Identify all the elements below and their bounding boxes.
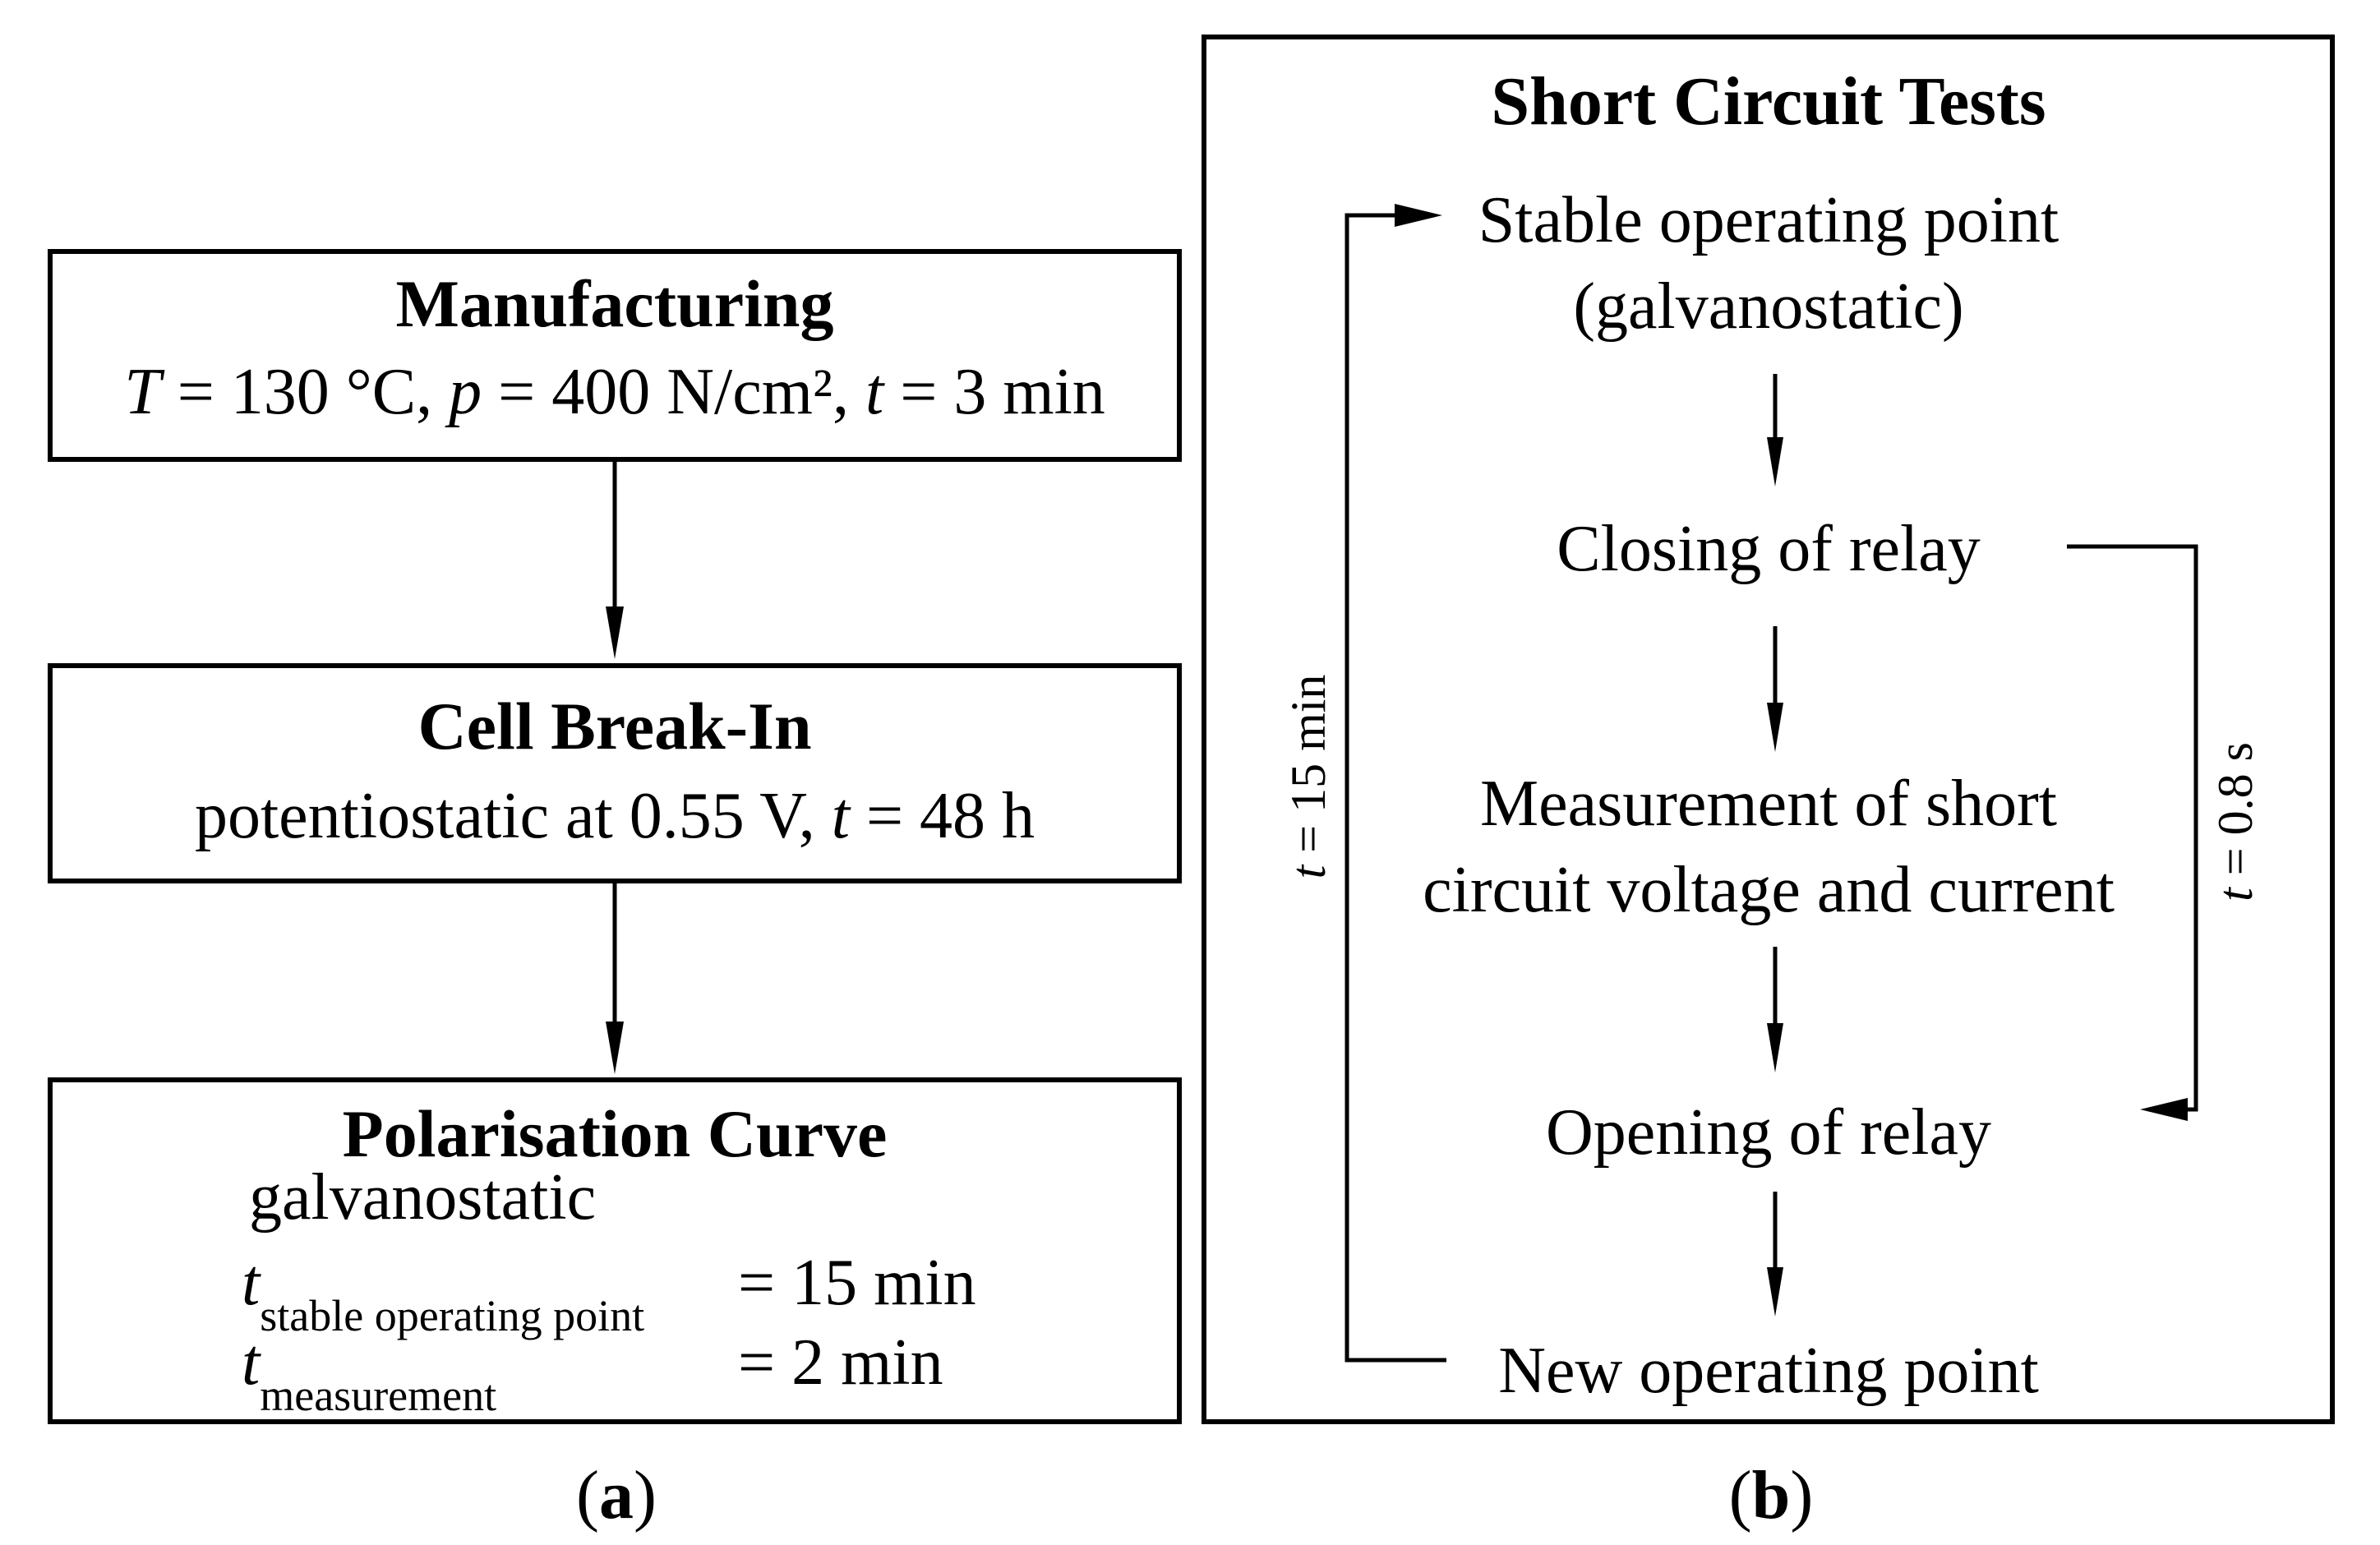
var-t: t (242, 1326, 261, 1399)
feedback-loop-left-line (1345, 213, 1446, 1363)
node-stable-operating-point-line2: (galvanostatic) (1573, 270, 1964, 343)
arrowhead-measurement-to-opening (1767, 1023, 1783, 1072)
node-stable-operating-point-line1: Stable operating point (1478, 184, 2059, 256)
value-temperature: = 130 °C, (160, 356, 450, 428)
value-15-min: = 15 min (1281, 674, 1335, 865)
polarisation-title: Polarisation Curve (342, 1096, 888, 1171)
t-measurement-row: tmeasurement = 2 min (242, 1326, 1146, 1418)
subscript-measurement: measurement (260, 1371, 497, 1420)
arrowhead-opening-to-new (1767, 1267, 1783, 1317)
cell-break-in-parameters: potentiostatic at 0.55 V, t = 48 h (53, 783, 1177, 849)
var-t: t (1281, 865, 1335, 879)
subscript-stable-operating-point: stable operating point (260, 1291, 645, 1340)
value-t-measurement: = 2 min (738, 1326, 943, 1399)
arrowhead-stable-to-closing (1767, 437, 1783, 487)
feedback-loop-right-line (2067, 544, 2198, 1112)
cell-break-in-title: Cell Break-In (417, 689, 812, 763)
loop-label-t-0-8-s: t = 0.8 s (2208, 742, 2262, 902)
var-t: t (242, 1247, 261, 1319)
caption-a-open-paren: ( (576, 1457, 599, 1533)
var-t: t (865, 356, 884, 428)
manufacturing-box: Manufacturing T = 130 °C, p = 400 N/cm²,… (48, 249, 1182, 462)
var-T: T (124, 356, 161, 428)
feedback-loop-left-arrowhead (1395, 204, 1442, 227)
t-stable-operating-point-row: tstable operating point = 15 min (242, 1247, 1146, 1338)
caption-a-letter: a (599, 1457, 634, 1533)
short-circuit-tests-panel-border (1202, 35, 2335, 1424)
caption-b-open-paren: ( (1728, 1457, 1752, 1533)
var-p: p (449, 356, 482, 428)
arrowhead-manufacturing-to-breakin (606, 606, 624, 659)
node-new-operating-point: New operating point (1498, 1335, 2039, 1407)
var-t: t (2208, 888, 2262, 902)
value-0-8-s: = 0.8 s (2208, 742, 2262, 888)
loop-label-t-15-min: t = 15 min (1281, 674, 1335, 879)
caption-b-letter: b (1751, 1457, 1791, 1533)
feedback-loop-right-arrowhead (2140, 1098, 2188, 1121)
node-measurement-line2: circuit voltage and current (1423, 854, 2115, 926)
node-measurement-line1: Measurement of short (1479, 768, 2058, 840)
value-pressure: = 400 N/cm², (482, 356, 865, 428)
arrowhead-closing-to-measurement (1767, 703, 1783, 752)
arrowhead-breakin-to-polarisation (606, 1022, 624, 1074)
var-t: t (831, 780, 850, 852)
polarisation-curve-box: Polarisation Curve galvanostatic tstable… (48, 1077, 1182, 1424)
node-opening-of-relay: Opening of relay (1545, 1096, 1992, 1169)
node-closing-of-relay: Closing of relay (1557, 513, 1981, 585)
value-t-stable: = 15 min (738, 1247, 976, 1319)
caption-panel-b: (b) (1729, 1461, 1814, 1530)
short-circuit-tests-title: Short Circuit Tests (1491, 63, 2046, 140)
polarisation-mode: galvanostatic (249, 1161, 597, 1234)
cell-break-in-box: Cell Break-In potentiostatic at 0.55 V, … (48, 663, 1182, 883)
caption-a-close-paren: ) (634, 1457, 657, 1533)
caption-b-close-paren: ) (1790, 1457, 1814, 1533)
manufacturing-title: Manufacturing (395, 266, 834, 341)
caption-panel-a: (a) (576, 1461, 657, 1530)
value-duration: = 48 h (849, 780, 1035, 852)
value-potentiostatic: potentiostatic at 0.55 V, (194, 780, 832, 852)
value-time: = 3 min (883, 356, 1105, 428)
manufacturing-parameters: T = 130 °C, p = 400 N/cm², t = 3 min (53, 359, 1177, 425)
